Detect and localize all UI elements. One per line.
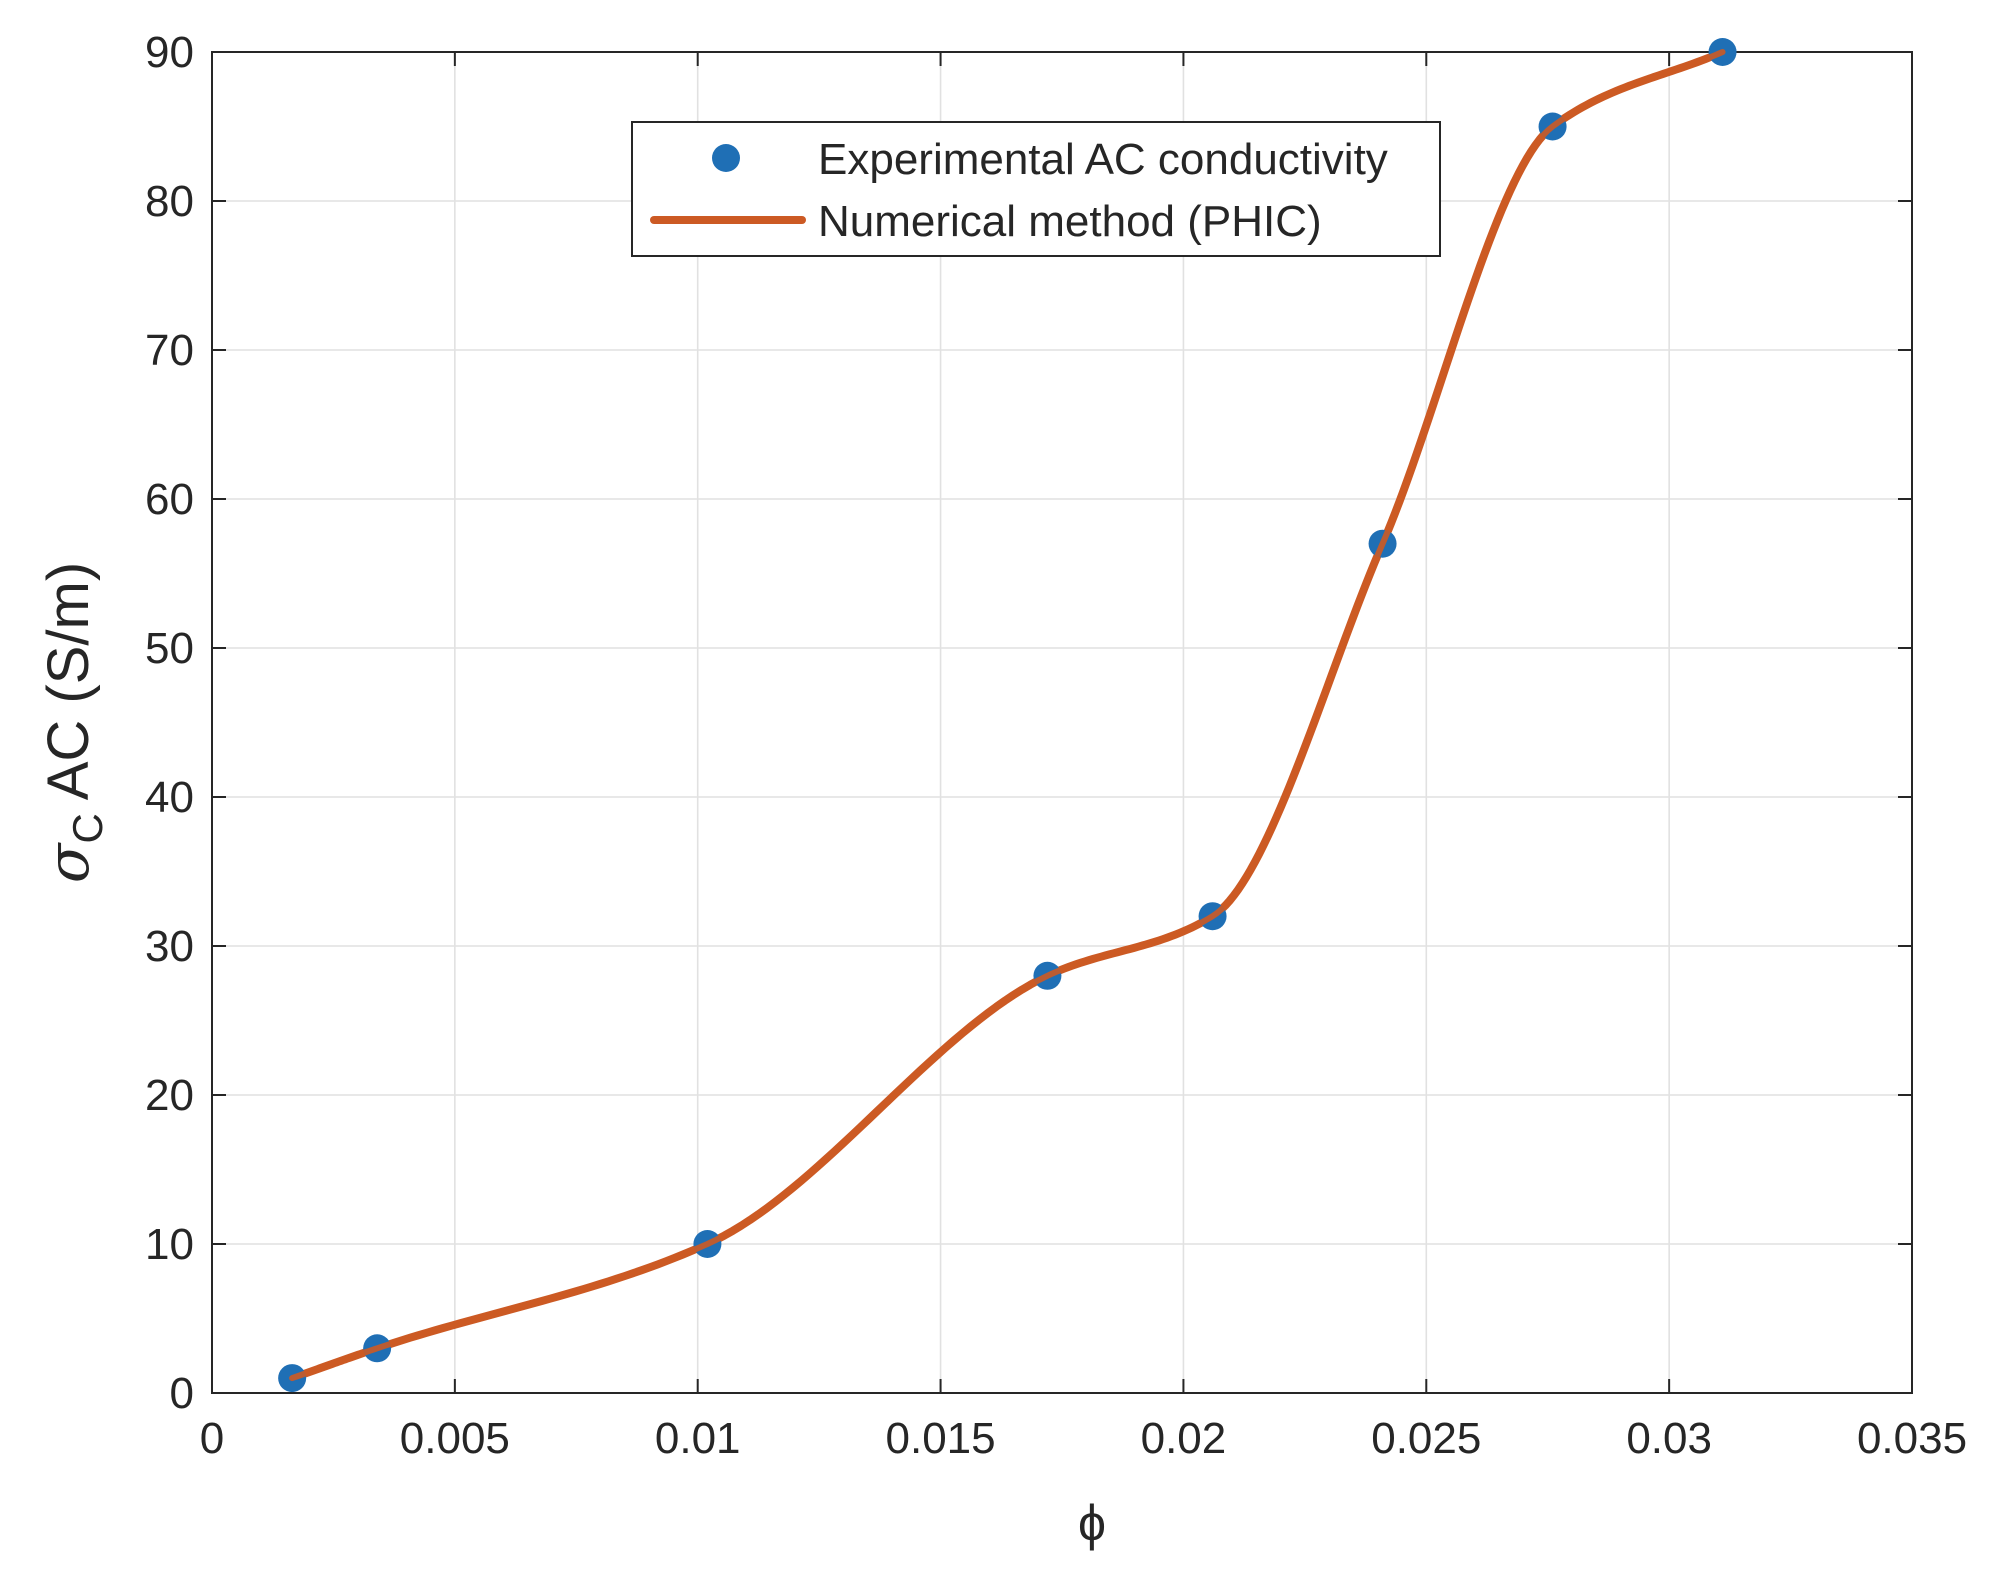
x-tick-label: 0.015: [886, 1414, 996, 1463]
legend-label-numerical: Numerical method (PHIC): [818, 197, 1322, 246]
x-tick-label: 0.005: [400, 1414, 510, 1463]
x-axis-label: ϕ: [1078, 1495, 1106, 1551]
y-tick-label: 80: [145, 177, 194, 226]
x-tick-label: 0.02: [1141, 1414, 1227, 1463]
y-tick-label: 50: [145, 624, 194, 673]
y-axis-label: σC AC (S/m): [34, 562, 111, 883]
series-line-numerical-method-overlay: [289, 49, 1726, 1382]
legend-label-experimental: Experimental AC conductivity: [818, 135, 1388, 184]
y-axis-label-subscript: C: [64, 813, 111, 843]
y-tick-label: 0: [170, 1369, 194, 1418]
y-axis-label-text: AC (S/m): [36, 562, 101, 813]
y-tick-label: 90: [145, 28, 194, 77]
x-tick-label: 0: [200, 1414, 224, 1463]
y-tick-label: 30: [145, 922, 194, 971]
x-tick-label: 0.025: [1371, 1414, 1481, 1463]
x-tick-label: 0.01: [655, 1414, 741, 1463]
y-axis-label-symbol: σ: [34, 842, 102, 883]
plot-area-frame: [211, 51, 1913, 1394]
y-tick-label: 10: [145, 1220, 194, 1269]
y-tick-label: 70: [145, 326, 194, 375]
legend-box: [631, 121, 1441, 257]
y-tick-label: 60: [145, 475, 194, 524]
x-tick-label: 0.03: [1626, 1414, 1712, 1463]
y-tick-label: 20: [145, 1071, 194, 1120]
legend-marker-experimental: [712, 144, 740, 172]
y-tick-label: 40: [145, 773, 194, 822]
x-tick-label: 0.035: [1857, 1414, 1967, 1463]
